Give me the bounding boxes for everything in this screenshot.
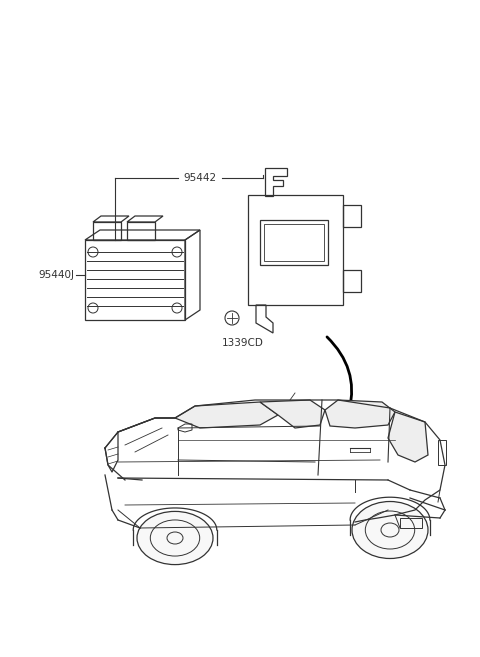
Bar	[127, 222, 155, 240]
Polygon shape	[175, 402, 278, 428]
Bar	[343, 205, 361, 227]
Ellipse shape	[352, 501, 428, 558]
Bar	[93, 222, 121, 240]
Ellipse shape	[137, 511, 213, 564]
Bar	[85, 240, 185, 320]
Text: 1339CD: 1339CD	[222, 338, 264, 348]
Polygon shape	[388, 412, 428, 462]
FancyArrowPatch shape	[327, 337, 354, 409]
Text: 95440J: 95440J	[38, 270, 74, 280]
Bar	[438, 440, 446, 465]
Text: 95442: 95442	[183, 173, 216, 183]
Bar	[264, 224, 324, 261]
Bar	[400, 518, 422, 528]
Bar	[260, 220, 328, 265]
Polygon shape	[325, 400, 395, 428]
Bar	[343, 270, 361, 292]
Bar	[248, 195, 343, 305]
Polygon shape	[260, 400, 325, 428]
